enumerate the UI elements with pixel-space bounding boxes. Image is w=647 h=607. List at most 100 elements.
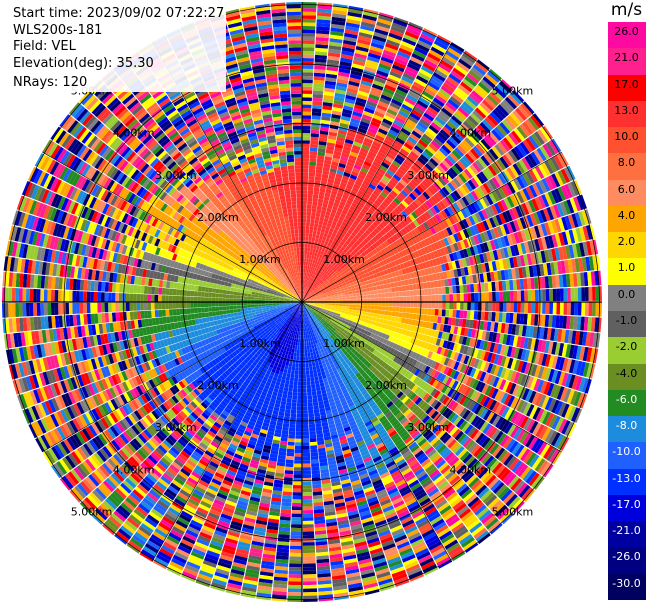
velocity-gate bbox=[376, 184, 385, 191]
velocity-gate bbox=[420, 295, 425, 302]
velocity-gate bbox=[308, 269, 311, 274]
velocity-gate bbox=[310, 143, 318, 149]
velocity-gate bbox=[313, 79, 325, 85]
velocity-gate bbox=[317, 4, 332, 10]
velocity-gate bbox=[315, 40, 329, 46]
velocity-gate bbox=[351, 231, 357, 238]
velocity-gate bbox=[427, 106, 439, 116]
velocity-gate bbox=[403, 159, 413, 168]
velocity-gate bbox=[309, 158, 317, 163]
velocity-gate bbox=[311, 278, 314, 282]
velocity-gate bbox=[448, 118, 460, 129]
velocity-gate bbox=[306, 269, 309, 273]
velocity-gate bbox=[365, 173, 374, 181]
velocity-gate bbox=[438, 302, 443, 309]
velocity-gate bbox=[348, 154, 357, 161]
velocity-gate bbox=[321, 206, 327, 212]
velocity-gate bbox=[343, 101, 355, 108]
velocity-gate bbox=[320, 180, 327, 186]
velocity-gate bbox=[413, 145, 424, 154]
velocity-gate bbox=[305, 265, 308, 270]
velocity-gate bbox=[357, 127, 367, 134]
velocity-gate bbox=[322, 236, 327, 241]
velocity-gate bbox=[355, 225, 361, 232]
velocity-gate bbox=[342, 108, 353, 115]
velocity-gate bbox=[577, 287, 582, 301]
velocity-gate bbox=[308, 258, 311, 263]
velocity-gate bbox=[384, 292, 389, 298]
velocity-gate bbox=[364, 66, 377, 74]
velocity-gate bbox=[302, 158, 309, 162]
velocity-gate bbox=[416, 75, 429, 85]
velocity-gate bbox=[311, 255, 315, 260]
velocity-gate bbox=[391, 311, 396, 317]
velocity-gate bbox=[362, 163, 371, 171]
velocity-gate bbox=[306, 211, 312, 216]
velocity-gate bbox=[416, 100, 429, 109]
velocity-gate bbox=[335, 247, 341, 252]
velocity-gate bbox=[330, 164, 338, 170]
velocity-gate bbox=[304, 286, 306, 291]
velocity-gate bbox=[332, 257, 337, 263]
velocity-gate bbox=[302, 136, 311, 141]
velocity-gate bbox=[317, 155, 325, 160]
velocity-gate bbox=[343, 36, 357, 43]
velocity-gate bbox=[333, 202, 340, 208]
velocity-gate bbox=[305, 363, 309, 368]
velocity-gate bbox=[376, 131, 387, 139]
velocity-gate bbox=[349, 296, 354, 300]
velocity-gate bbox=[361, 195, 369, 202]
velocity-gate bbox=[393, 119, 404, 128]
velocity-gate bbox=[408, 167, 417, 176]
velocity-gate bbox=[310, 244, 314, 249]
velocity-gate bbox=[386, 108, 398, 117]
velocity-gate bbox=[311, 251, 316, 256]
velocity-gate bbox=[345, 297, 350, 300]
velocity-gate bbox=[396, 154, 405, 162]
velocity-gate bbox=[393, 16, 409, 24]
velocity-gate bbox=[318, 238, 322, 244]
velocity-gate bbox=[302, 243, 305, 248]
velocity-gate bbox=[412, 162, 422, 171]
velocity-gate bbox=[374, 200, 381, 207]
velocity-gate bbox=[441, 56, 456, 67]
velocity-gate bbox=[312, 401, 319, 407]
velocity-gate bbox=[390, 126, 401, 134]
velocity-gate bbox=[409, 133, 420, 142]
velocity-gate bbox=[368, 183, 377, 190]
velocity-gate bbox=[310, 455, 319, 460]
velocity-gate bbox=[342, 297, 346, 300]
velocity-gate bbox=[309, 285, 312, 289]
velocity-gate bbox=[336, 251, 341, 257]
velocity-gate bbox=[310, 247, 314, 252]
velocity-gate bbox=[335, 303, 339, 306]
velocity-gate bbox=[357, 223, 364, 229]
velocity-gate bbox=[355, 240, 361, 246]
velocity-gate bbox=[345, 94, 357, 101]
velocity-gate bbox=[352, 59, 366, 67]
velocity-gate bbox=[341, 256, 346, 261]
velocity-gate bbox=[318, 235, 324, 240]
velocity-gate bbox=[359, 311, 364, 315]
velocity-gate bbox=[337, 133, 346, 139]
velocity-gate bbox=[427, 288, 432, 295]
velocity-gate bbox=[366, 59, 379, 67]
velocity-gate bbox=[316, 29, 330, 35]
velocity-gate bbox=[307, 193, 313, 198]
velocity-gate bbox=[463, 293, 468, 302]
velocity-gate bbox=[334, 176, 342, 182]
velocity-gate bbox=[360, 298, 364, 302]
velocity-gate bbox=[396, 113, 408, 122]
velocity-gate bbox=[312, 230, 317, 235]
velocity-gate bbox=[302, 283, 304, 287]
velocity-gate bbox=[326, 145, 335, 151]
velocity-gate bbox=[345, 223, 351, 229]
velocity-gate bbox=[316, 253, 321, 258]
velocity-gate bbox=[302, 100, 312, 105]
velocity-gate bbox=[407, 62, 420, 72]
velocity-gate bbox=[302, 179, 308, 184]
velocity-gate bbox=[309, 438, 317, 443]
velocity-gate bbox=[320, 119, 330, 125]
velocity-gate bbox=[322, 259, 326, 264]
velocity-gate bbox=[307, 247, 311, 252]
